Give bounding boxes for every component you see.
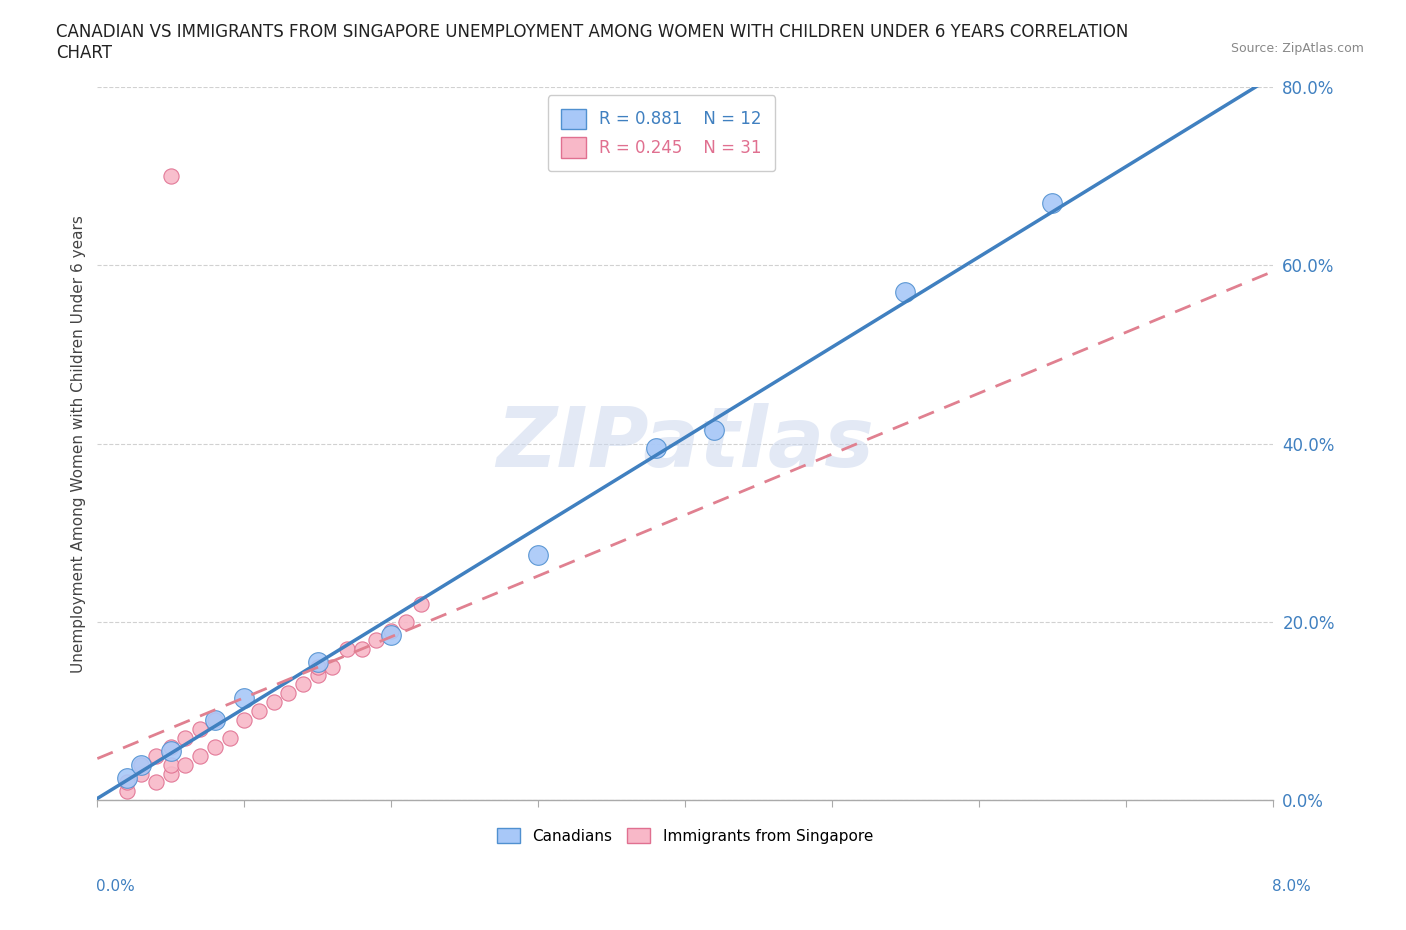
Point: [131, 757, 153, 772]
Point: [145, 775, 167, 790]
Y-axis label: Unemployment Among Women with Children Under 6 years: Unemployment Among Women with Children U…: [72, 215, 86, 672]
Point: [159, 739, 181, 754]
Point: [159, 169, 181, 184]
Point: [277, 685, 299, 700]
Point: [115, 771, 138, 786]
Point: [527, 548, 550, 563]
Point: [188, 749, 211, 764]
Point: [703, 423, 725, 438]
Point: [233, 690, 256, 705]
Point: [321, 659, 343, 674]
Text: Source: ZipAtlas.com: Source: ZipAtlas.com: [1230, 42, 1364, 55]
Text: 0.0%: 0.0%: [96, 879, 135, 894]
Point: [409, 597, 432, 612]
Legend: Canadians, Immigrants from Singapore: Canadians, Immigrants from Singapore: [491, 821, 879, 850]
Point: [174, 730, 197, 745]
Point: [115, 775, 138, 790]
Point: [204, 712, 226, 727]
Point: [159, 744, 181, 759]
Point: [336, 642, 359, 657]
Point: [1040, 195, 1063, 210]
Point: [159, 766, 181, 781]
Point: [307, 655, 329, 670]
Point: [204, 739, 226, 754]
Point: [247, 704, 270, 719]
Text: 8.0%: 8.0%: [1271, 879, 1310, 894]
Point: [894, 285, 917, 299]
Point: [233, 712, 256, 727]
Point: [307, 668, 329, 683]
Point: [131, 766, 153, 781]
Point: [395, 615, 418, 630]
Point: [145, 749, 167, 764]
Point: [380, 628, 402, 643]
Point: [174, 757, 197, 772]
Point: [115, 784, 138, 799]
Point: [159, 757, 181, 772]
Point: [366, 632, 388, 647]
Text: CANADIAN VS IMMIGRANTS FROM SINGAPORE UNEMPLOYMENT AMONG WOMEN WITH CHILDREN UND: CANADIAN VS IMMIGRANTS FROM SINGAPORE UN…: [56, 23, 1129, 62]
Point: [131, 757, 153, 772]
Point: [644, 441, 666, 456]
Point: [218, 730, 240, 745]
Point: [204, 712, 226, 727]
Point: [307, 659, 329, 674]
Point: [380, 623, 402, 638]
Point: [263, 695, 285, 710]
Point: [188, 722, 211, 737]
Point: [292, 677, 315, 692]
Text: ZIPatlas: ZIPatlas: [496, 404, 875, 485]
Point: [350, 642, 373, 657]
